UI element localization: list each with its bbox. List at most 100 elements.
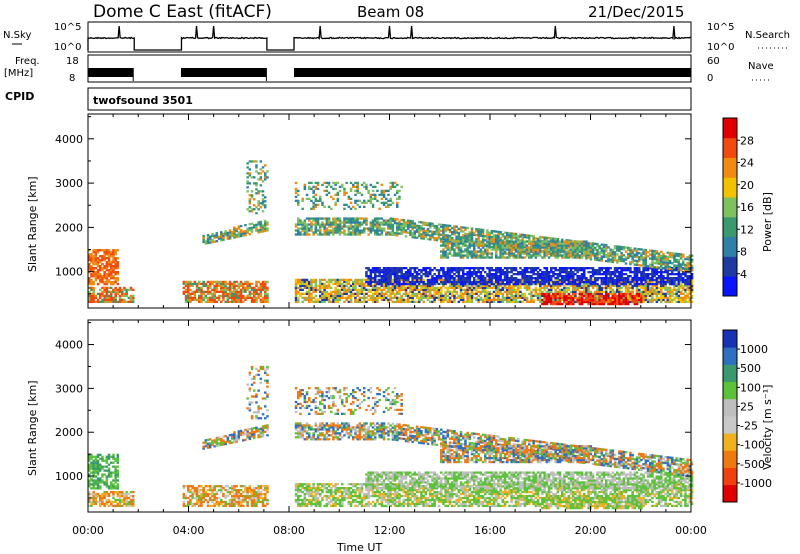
echo-cell <box>345 284 348 288</box>
echo-cell <box>94 271 98 274</box>
echo-cell <box>565 254 568 257</box>
echo-cell <box>299 227 302 230</box>
echo-cell <box>468 237 472 240</box>
echo-cell <box>543 273 546 276</box>
echo-cell <box>354 181 357 185</box>
echo-cell <box>470 244 474 247</box>
echo-cell <box>125 300 128 303</box>
echo-cell <box>497 236 500 239</box>
echo-cell <box>596 278 599 282</box>
echo-cell <box>193 298 197 301</box>
echo-cell <box>517 240 520 243</box>
echo-cell <box>611 273 615 276</box>
echo-cell <box>539 290 542 294</box>
echo-cell <box>574 284 577 288</box>
echo-cell <box>629 275 632 278</box>
echo-cell <box>264 164 267 167</box>
echo-cell <box>248 290 252 294</box>
echo-cell <box>477 242 480 245</box>
echo-cell <box>94 261 98 264</box>
echo-cell <box>259 298 263 301</box>
echo-cell <box>294 223 298 226</box>
echo-cell <box>239 290 243 294</box>
echo-cell <box>602 278 606 282</box>
echo-cell <box>402 276 406 280</box>
echo-cell <box>528 288 531 292</box>
echo-cell <box>459 280 463 284</box>
echo-cell <box>376 298 379 301</box>
echo-cell <box>510 290 513 294</box>
echo-cell <box>363 278 366 282</box>
echo-cell <box>475 241 478 245</box>
echo-cell <box>231 286 234 290</box>
echo-cell <box>598 290 601 294</box>
echo-cell <box>479 228 483 231</box>
echo-cell <box>563 242 566 245</box>
echo-cell <box>110 292 113 296</box>
echo-cell <box>501 292 505 296</box>
echo-cell <box>418 298 421 301</box>
echo-cell <box>409 290 412 294</box>
echo-cell <box>475 275 478 278</box>
echo-cell <box>325 229 329 232</box>
echo-cell <box>431 276 434 280</box>
echo-cell <box>187 296 190 299</box>
echo-cell <box>569 276 573 280</box>
echo-cell <box>393 269 397 272</box>
echo-cell <box>506 233 509 237</box>
echo-cell <box>327 221 331 224</box>
echo-cell <box>580 252 584 255</box>
echo-cell <box>308 292 311 296</box>
echo-cell <box>411 280 414 284</box>
echo-cell <box>206 241 210 245</box>
echo-cell <box>475 292 478 296</box>
echo-cell <box>609 286 612 290</box>
echo-cell <box>404 276 408 280</box>
echo-cell <box>602 290 606 294</box>
echo-cell <box>525 271 529 274</box>
echo-cell <box>459 267 463 270</box>
echo-cell <box>96 251 100 254</box>
echo-cell <box>248 229 252 232</box>
echo-cell <box>242 294 245 298</box>
echo-cell <box>222 290 225 294</box>
echo-cell <box>545 300 549 304</box>
echo-cell <box>486 229 489 232</box>
echo-cell <box>294 296 298 299</box>
echo-cell <box>609 282 612 286</box>
echo-cell <box>393 193 397 197</box>
echo-cell <box>387 275 390 278</box>
echo-cell <box>481 290 485 294</box>
echo-cell <box>486 252 489 255</box>
echo-cell <box>248 160 252 163</box>
echo-cell <box>121 294 124 298</box>
echo-cell <box>376 288 379 292</box>
cpid-panel <box>87 87 692 111</box>
echo-cell <box>305 233 309 236</box>
echo-cell <box>448 290 452 294</box>
echo-cell <box>367 294 370 298</box>
echo-cell <box>206 298 210 301</box>
echo-cell <box>349 189 353 193</box>
echo-cell <box>481 234 485 238</box>
echo-cell <box>435 296 439 299</box>
echo-cell <box>530 244 533 247</box>
echo-cell <box>457 271 461 274</box>
echo-cell <box>589 278 593 282</box>
echo-cell <box>569 250 573 253</box>
echo-cell <box>358 231 362 234</box>
echo-cell <box>514 238 518 242</box>
echo-cell <box>587 242 590 245</box>
echo-cell <box>259 184 263 187</box>
echo-cell <box>475 290 478 294</box>
echo-cell <box>457 273 461 276</box>
echo-cell <box>550 302 553 306</box>
echo-cell <box>398 296 401 299</box>
echo-cell <box>367 298 370 301</box>
echo-cell <box>622 258 626 261</box>
echo-cell <box>629 290 632 294</box>
echo-cell <box>215 286 219 290</box>
echo-cell <box>506 256 509 259</box>
echo-cell <box>391 227 395 230</box>
echo-cell <box>338 294 342 298</box>
